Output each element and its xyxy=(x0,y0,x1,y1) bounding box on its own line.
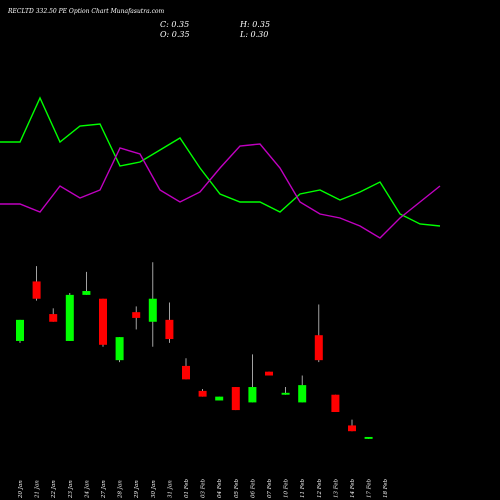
close-value-label: C: 0.35 xyxy=(160,20,190,29)
x-tick-label: 18 Feb xyxy=(383,478,389,498)
chart-title: RECLTD 332.50 PE Option Chart Munafasutr… xyxy=(8,8,165,15)
x-tick-label: 12 Feb xyxy=(317,478,323,498)
x-tick-label: 29 Jan xyxy=(134,480,140,499)
candle-body xyxy=(231,387,240,411)
candle-body xyxy=(182,365,190,380)
x-tick-label: 28 Jan xyxy=(118,480,124,499)
candle-body xyxy=(364,436,373,439)
x-tick-label: 13 Feb xyxy=(333,478,339,498)
x-tick-label: 17 Feb xyxy=(367,478,373,498)
x-tick-label: 22 Jan xyxy=(51,480,57,499)
candle-body xyxy=(165,319,174,340)
candle-body xyxy=(65,294,74,341)
x-tick-label: 27 Jan xyxy=(101,480,107,499)
low-value-label: L: 0.30 xyxy=(240,30,269,39)
x-tick-label: 07 Feb xyxy=(267,478,273,498)
line-series-1 xyxy=(0,96,441,227)
high-value-label: H: 0.35 xyxy=(240,20,271,29)
x-tick-label: 24 Jan xyxy=(84,480,90,499)
x-tick-label: 04 Feb xyxy=(217,478,223,498)
x-tick-label: 01 Feb xyxy=(184,478,190,498)
candle-body xyxy=(148,298,157,322)
x-tick-label: 30 Jan xyxy=(151,480,157,498)
x-tick-label: 03 Feb xyxy=(201,478,207,498)
candle-body xyxy=(331,394,340,412)
candle-body xyxy=(16,319,24,341)
candle-body xyxy=(99,298,107,345)
candle-body xyxy=(248,387,257,403)
candle-body xyxy=(32,281,41,299)
open-value-label: O: 0.35 xyxy=(160,30,190,39)
candle-body xyxy=(281,392,290,395)
x-tick-label: 14 Feb xyxy=(350,478,356,498)
x-tick-label: 11 Feb xyxy=(300,478,306,498)
x-tick-label: 10 Feb xyxy=(284,478,290,498)
candle-body xyxy=(115,337,124,361)
x-tick-label: 20 Jan xyxy=(18,480,24,499)
candle-body xyxy=(215,396,224,401)
candle-body xyxy=(198,390,207,397)
candle-body xyxy=(314,335,323,361)
candle-body xyxy=(132,312,141,318)
candle-body xyxy=(82,291,91,295)
x-axis: 20 Jan 21 Jan 22 Jan 23 Jan 24 Jan 27 Jan 28 J… xyxy=(18,478,389,499)
x-tick-label: 21 Jan xyxy=(35,480,41,499)
x-tick-label: 06 Feb xyxy=(250,478,256,498)
candle-body xyxy=(348,425,356,432)
candle-body xyxy=(49,314,58,322)
candle-body xyxy=(265,371,273,376)
line-series-2 xyxy=(0,143,441,239)
x-tick-label: 31 Jan xyxy=(167,480,173,498)
x-tick-label: 23 Jan xyxy=(68,480,74,499)
candle-layer xyxy=(16,262,373,439)
candle-body xyxy=(298,385,307,403)
x-tick-label: 05 Feb xyxy=(234,478,240,498)
line-layer xyxy=(0,96,441,239)
